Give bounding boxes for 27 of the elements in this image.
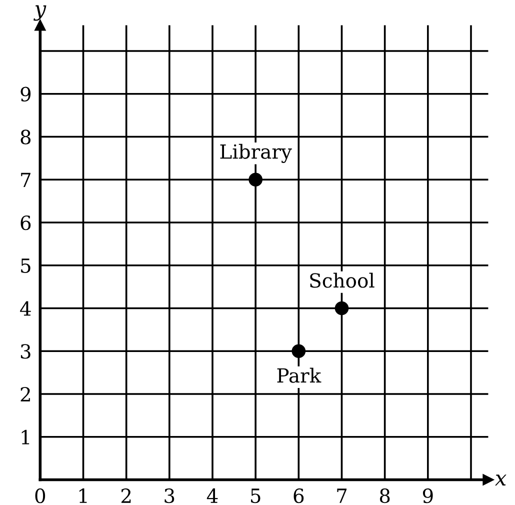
x-tick-label: 3: [164, 488, 174, 504]
point: [292, 344, 306, 358]
x-tick-label: 2: [121, 488, 131, 503]
y-tick-label: 9: [20, 86, 31, 102]
x-tick-label: 5: [251, 488, 260, 504]
y-tick-label: 2: [20, 386, 30, 402]
point: [334, 301, 349, 316]
x-axis-title: x: [495, 474, 506, 486]
y-tick-label: 5: [21, 258, 30, 274]
point: [248, 172, 262, 187]
y-tick-label: 8: [20, 130, 31, 144]
x-tick-label: 0: [35, 488, 46, 504]
x-tick-label: 8: [380, 488, 390, 504]
x-tick-label: 6: [294, 488, 304, 504]
y-tick-label: 6: [20, 215, 31, 230]
x-tick-label: 1: [79, 488, 87, 503]
y-tick-label: 3: [20, 344, 30, 359]
x-tick-label: 4: [206, 488, 218, 503]
annotation: School: [310, 272, 374, 288]
y-tick-label: 1: [22, 430, 30, 444]
y-axis-title: y: [34, 5, 46, 21]
annotation: Library: [220, 144, 292, 163]
annotation: Park: [277, 368, 322, 383]
x-tick-label: 9: [422, 488, 433, 504]
y-tick-label: 7: [21, 172, 30, 187]
y-tick-label: 4: [20, 301, 31, 316]
x-tick-label: 7: [337, 488, 347, 503]
